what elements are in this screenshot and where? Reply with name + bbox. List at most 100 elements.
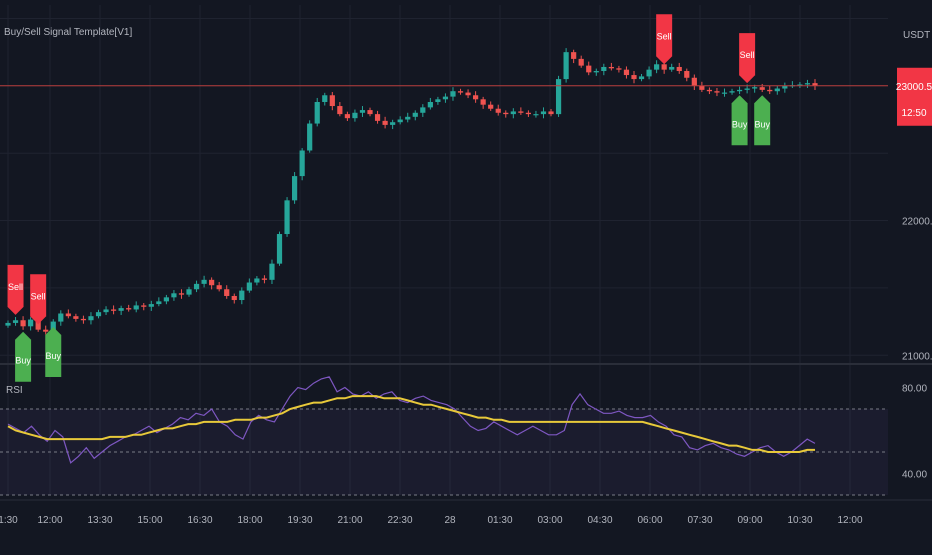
candle-body bbox=[420, 107, 426, 113]
buy-signal: Buy bbox=[45, 326, 62, 377]
buy-label: Buy bbox=[15, 356, 31, 366]
candle-body bbox=[118, 308, 124, 311]
price-tick-label: 21000.0 bbox=[902, 351, 932, 362]
candle-body bbox=[533, 114, 539, 116]
candle-body bbox=[148, 304, 154, 307]
candle-body bbox=[201, 279, 207, 284]
candle-body bbox=[209, 279, 215, 286]
candle-body bbox=[50, 321, 56, 332]
candle-body bbox=[178, 293, 185, 295]
candle-body bbox=[736, 89, 743, 92]
sell-signal: Sell bbox=[656, 14, 673, 65]
candle-body bbox=[299, 150, 305, 177]
sell-marker bbox=[7, 264, 24, 315]
time-tick-label: 03:00 bbox=[537, 515, 562, 526]
candle-body bbox=[480, 99, 486, 105]
buy-signal: Buy bbox=[754, 95, 771, 146]
candle-body bbox=[699, 85, 705, 90]
candle-body bbox=[767, 89, 773, 92]
time-tick-label: 19:30 bbox=[287, 515, 312, 526]
candle-body bbox=[608, 66, 614, 69]
last-price-value: 23000.5 bbox=[896, 82, 932, 93]
candle-body bbox=[20, 320, 26, 327]
sell-label: Sell bbox=[31, 291, 46, 301]
bar-countdown: 12:50 bbox=[901, 108, 926, 119]
time-tick-label: 1:30 bbox=[0, 515, 18, 526]
candle-body bbox=[35, 319, 41, 330]
time-tick-label: 07:30 bbox=[687, 515, 712, 526]
buy-signal: Buy bbox=[731, 95, 748, 146]
buy-marker bbox=[15, 331, 32, 382]
candle-body bbox=[43, 329, 49, 332]
sell-label: Sell bbox=[8, 282, 23, 292]
candle-body bbox=[782, 85, 788, 89]
sell-label: Sell bbox=[740, 50, 755, 60]
candle-body bbox=[246, 282, 252, 291]
candle-body bbox=[314, 101, 320, 124]
candle-body bbox=[759, 87, 765, 90]
candle-body bbox=[729, 91, 735, 93]
candle-body bbox=[442, 96, 449, 100]
candle-body bbox=[291, 176, 298, 201]
time-tick-label: 18:00 bbox=[237, 515, 262, 526]
candle-body bbox=[503, 112, 509, 115]
candle-body bbox=[269, 263, 275, 280]
time-tick-label: 09:00 bbox=[737, 515, 762, 526]
candle-body bbox=[95, 312, 102, 317]
candle-body bbox=[450, 91, 456, 97]
candle-body bbox=[28, 319, 34, 327]
candle-body bbox=[110, 309, 117, 311]
candle-body bbox=[684, 71, 690, 78]
candle-body bbox=[397, 119, 403, 123]
candle-body bbox=[337, 106, 343, 115]
rsi-title[interactable]: RSI bbox=[6, 385, 23, 396]
indicator-title[interactable]: Buy/Sell Signal Template[V1] bbox=[4, 27, 133, 38]
price-tick-label: 22000.0 bbox=[902, 217, 932, 228]
sell-marker bbox=[739, 33, 756, 84]
candle-body bbox=[156, 301, 162, 305]
candle-body bbox=[65, 313, 71, 317]
candle-body bbox=[495, 108, 501, 113]
candle-body bbox=[525, 112, 532, 115]
time-tick-label: 16:30 bbox=[187, 515, 212, 526]
candle-body bbox=[661, 64, 667, 70]
sell-signal: Sell bbox=[30, 274, 47, 325]
time-tick-label: 12:00 bbox=[37, 515, 62, 526]
buy-marker bbox=[754, 95, 771, 146]
sell-marker bbox=[30, 274, 47, 325]
buy-label: Buy bbox=[754, 119, 770, 129]
time-tick-label: 28 bbox=[444, 515, 456, 526]
candle-body bbox=[797, 84, 803, 86]
candle-body bbox=[231, 295, 237, 301]
candle-body bbox=[540, 111, 547, 115]
candle-body bbox=[126, 308, 132, 310]
buy-label: Buy bbox=[732, 119, 748, 129]
candle-body bbox=[744, 88, 750, 90]
candle-body bbox=[774, 88, 780, 92]
candle-body bbox=[555, 79, 562, 115]
candle-body bbox=[239, 290, 245, 301]
rsi-tick-label: 40.00 bbox=[902, 470, 927, 481]
candle-body bbox=[593, 71, 599, 73]
time-tick-label: 10:30 bbox=[787, 515, 812, 526]
time-tick-label: 13:30 bbox=[87, 515, 112, 526]
candle-body bbox=[322, 95, 328, 102]
time-tick-label: 01:30 bbox=[487, 515, 512, 526]
candle-body bbox=[669, 66, 675, 70]
candle-body bbox=[691, 77, 697, 86]
buy-marker bbox=[731, 95, 748, 146]
buy-signal: Buy bbox=[15, 331, 32, 382]
candle-body bbox=[548, 111, 554, 115]
candle-body bbox=[488, 104, 494, 109]
candle-body bbox=[473, 95, 479, 100]
candle-body bbox=[382, 120, 388, 125]
candle-body bbox=[518, 111, 524, 113]
candle-body bbox=[12, 320, 19, 323]
time-tick-label: 15:00 bbox=[137, 515, 162, 526]
candle-body bbox=[193, 283, 200, 290]
candle-body bbox=[586, 65, 592, 73]
candle-body bbox=[812, 83, 818, 86]
candle-body bbox=[359, 110, 366, 113]
